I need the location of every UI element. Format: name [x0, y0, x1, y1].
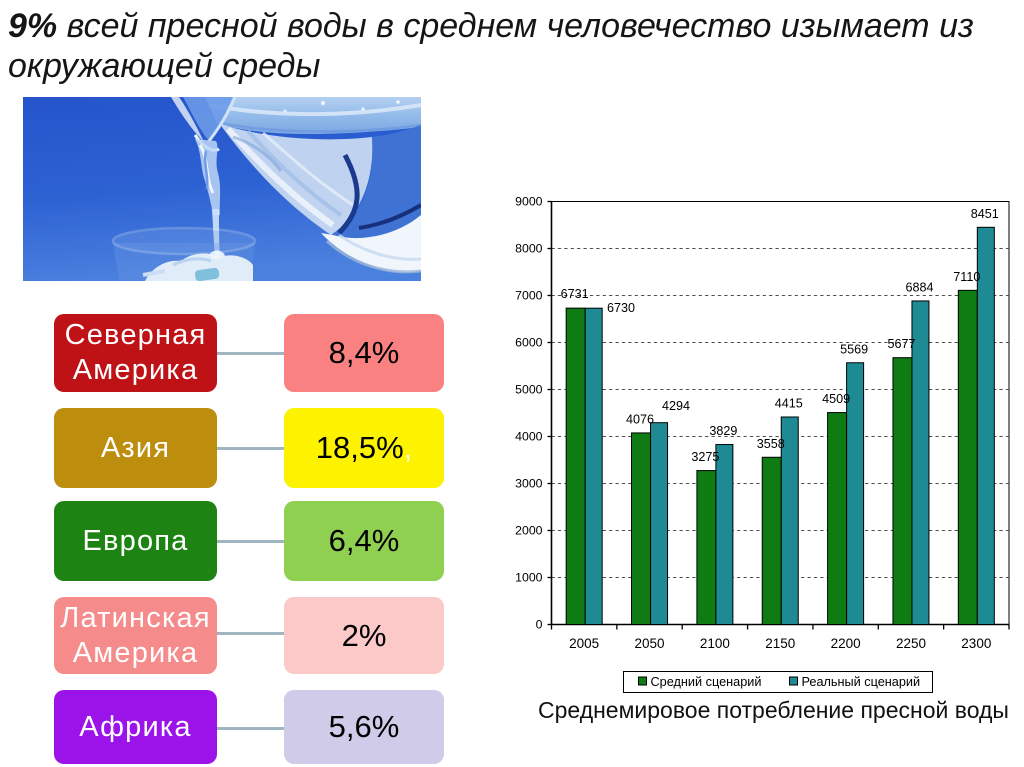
svg-text:0: 0 [536, 618, 543, 632]
svg-text:3829: 3829 [709, 424, 737, 438]
svg-text:2150: 2150 [765, 636, 795, 651]
svg-text:6884: 6884 [905, 280, 933, 294]
svg-text:6731: 6731 [561, 287, 589, 301]
svg-text:5677: 5677 [887, 337, 915, 351]
svg-text:2050: 2050 [635, 636, 665, 651]
svg-text:4294: 4294 [662, 399, 690, 413]
svg-text:6000: 6000 [515, 336, 543, 350]
svg-text:1000: 1000 [515, 571, 543, 585]
svg-text:9000: 9000 [515, 195, 543, 209]
svg-text:2000: 2000 [515, 524, 543, 538]
svg-text:4509: 4509 [822, 392, 850, 406]
svg-text:8451: 8451 [971, 207, 999, 221]
svg-text:2200: 2200 [831, 636, 861, 651]
svg-text:6730: 6730 [607, 301, 635, 315]
svg-text:5000: 5000 [515, 383, 543, 397]
svg-text:2250: 2250 [896, 636, 926, 651]
svg-text:3000: 3000 [515, 477, 543, 491]
svg-text:4000: 4000 [515, 430, 543, 444]
svg-text:2100: 2100 [700, 636, 730, 651]
svg-text:4415: 4415 [775, 396, 803, 410]
svg-text:Средний сценарий: Средний сценарий [651, 675, 762, 689]
svg-text:2300: 2300 [961, 636, 991, 651]
svg-text:Реальный сценарий: Реальный сценарий [802, 675, 921, 689]
svg-text:4076: 4076 [626, 412, 654, 426]
svg-text:8000: 8000 [515, 242, 543, 256]
svg-text:7000: 7000 [515, 289, 543, 303]
svg-text:2005: 2005 [569, 636, 599, 651]
svg-text:5569: 5569 [840, 342, 868, 356]
svg-text:3275: 3275 [691, 450, 719, 464]
svg-text:3558: 3558 [757, 437, 785, 451]
svg-text:7110: 7110 [953, 270, 980, 284]
